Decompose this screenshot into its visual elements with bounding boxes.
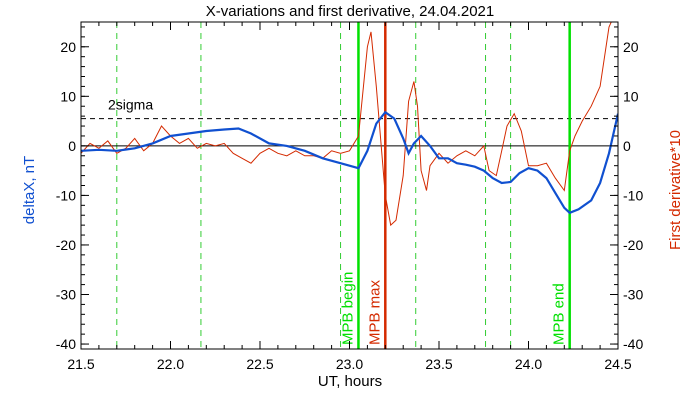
x-tick-label-6: 24.5 bbox=[604, 356, 631, 372]
x-tick-label-4: 23.5 bbox=[425, 356, 452, 372]
x-axis-ticks: 21.5 22.0 22.5 23.0 23.5 24.0 24.5 bbox=[67, 22, 632, 372]
deltax-series-line bbox=[81, 110, 618, 215]
right-tick-label-2: -20 bbox=[623, 237, 643, 253]
vertical-grid bbox=[116, 22, 512, 349]
x-tick-label-0: 21.5 bbox=[67, 356, 94, 372]
derivative-series-line bbox=[81, 22, 612, 227]
left-tick-label-0: -40 bbox=[56, 336, 76, 352]
right-tick-label-0: -40 bbox=[623, 336, 643, 352]
left-axis-ticks: -40 -30 -20 -10 0 10 20 bbox=[56, 26, 89, 352]
right-tick-label-3: -10 bbox=[623, 187, 643, 203]
left-axis-title: deltaX, nT bbox=[21, 156, 38, 224]
reference-lines bbox=[81, 118, 618, 147]
x-tick-label-5: 24.0 bbox=[515, 356, 542, 372]
chart-title: X-variations and first derivative, 24.04… bbox=[206, 3, 495, 20]
right-axis-ticks: -40 -30 -20 -10 0 10 20 bbox=[610, 26, 643, 352]
marker-label-1: MPB max bbox=[366, 279, 383, 345]
right-tick-label-1: -30 bbox=[623, 287, 643, 303]
x-tick-label-3: 23.0 bbox=[336, 356, 363, 372]
x-axis-title: UT, hours bbox=[318, 373, 382, 390]
marker-label-0: MPB begin bbox=[339, 272, 356, 345]
left-tick-label-3: -10 bbox=[56, 187, 76, 203]
right-tick-label-4: 0 bbox=[623, 138, 631, 154]
right-axis-title: First derivative*10 bbox=[667, 130, 684, 250]
right-tick-label-5: 10 bbox=[623, 88, 639, 104]
right-tick-label-6: 20 bbox=[623, 39, 639, 55]
left-tick-label-5: 10 bbox=[60, 88, 76, 104]
x-tick-label-2: 22.5 bbox=[246, 356, 273, 372]
mpb-markers: MPB begin MPB max MPB end bbox=[339, 22, 571, 349]
marker-label-2: MPB end bbox=[551, 283, 568, 345]
left-tick-label-1: -30 bbox=[56, 287, 76, 303]
left-tick-label-6: 20 bbox=[60, 39, 76, 55]
sigma-label: 2sigma bbox=[108, 97, 153, 113]
left-tick-label-4: 0 bbox=[68, 138, 76, 154]
x-tick-label-1: 22.0 bbox=[157, 356, 184, 372]
left-tick-label-2: -20 bbox=[56, 237, 76, 253]
